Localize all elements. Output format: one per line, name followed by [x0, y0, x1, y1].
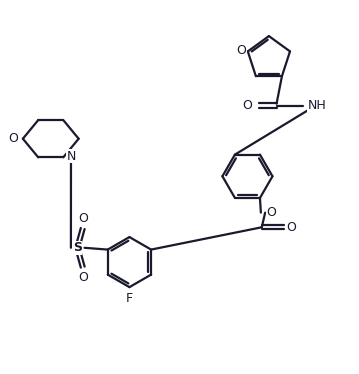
Text: S: S — [73, 241, 82, 254]
Text: F: F — [126, 292, 133, 305]
Text: O: O — [236, 44, 246, 57]
Text: O: O — [242, 99, 252, 112]
Text: NH: NH — [308, 99, 326, 112]
Text: O: O — [286, 221, 296, 234]
Text: O: O — [9, 132, 19, 145]
Text: O: O — [266, 206, 276, 219]
Text: O: O — [78, 271, 88, 284]
Text: O: O — [78, 212, 88, 225]
Text: N: N — [67, 150, 76, 163]
